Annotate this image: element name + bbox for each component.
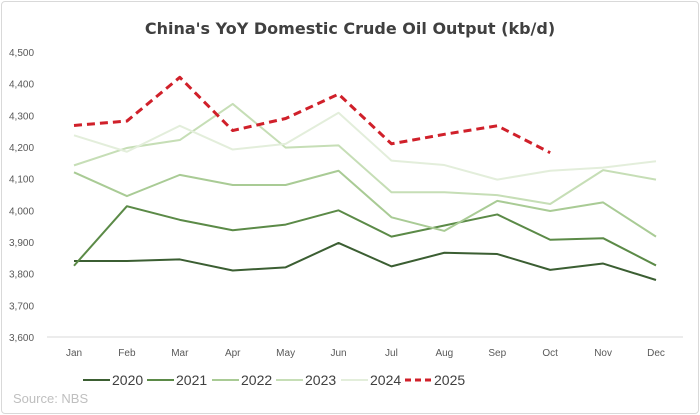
legend-label-2025: 2025 — [434, 372, 465, 388]
legend-label-2022: 2022 — [241, 372, 272, 388]
series-line-2023 — [73, 102, 657, 205]
series-line-2025 — [73, 75, 551, 155]
y-tick-label: 4,200 — [9, 143, 34, 154]
y-tick-label: 3,600 — [9, 333, 34, 344]
y-tick-label: 3,900 — [9, 238, 34, 249]
legend-label-2024: 2024 — [370, 372, 401, 388]
x-tick-label: Feb — [118, 348, 136, 359]
y-tick-label: 3,800 — [9, 270, 34, 281]
x-tick-label: Jun — [330, 348, 346, 359]
x-tick-label: Oct — [542, 348, 558, 359]
series-line-2024 — [73, 111, 657, 181]
chart-title: China's YoY Domestic Crude Oil Output (k… — [145, 19, 555, 38]
x-tick-label: May — [276, 348, 295, 359]
x-tick-label: Jan — [66, 348, 82, 359]
x-tick-label: Mar — [171, 348, 189, 359]
y-tick-label: 4,400 — [9, 80, 34, 91]
legend-label-2020: 2020 — [112, 372, 143, 388]
y-tick-label: 4,100 — [9, 175, 34, 186]
series-line-2020 — [74, 241, 657, 281]
legend-label-2021: 2021 — [176, 372, 207, 388]
series-line-2021 — [73, 205, 657, 267]
y-tick-label: 3,700 — [9, 301, 34, 312]
y-tick-label: 4,300 — [9, 111, 34, 122]
y-tick-label: 4,500 — [9, 48, 34, 59]
source-note: Source: NBS — [13, 391, 88, 406]
x-tick-label: Nov — [594, 348, 612, 359]
series-line-2022 — [73, 169, 657, 238]
y-tick-label: 4,000 — [9, 206, 34, 217]
x-tick-label: Sep — [488, 348, 506, 359]
x-tick-label: Apr — [225, 348, 241, 359]
legend-label-2023: 2023 — [305, 372, 336, 388]
x-tick-label: Aug — [435, 348, 453, 359]
x-tick-label: Jul — [385, 348, 398, 359]
x-tick-label: Dec — [647, 348, 665, 359]
